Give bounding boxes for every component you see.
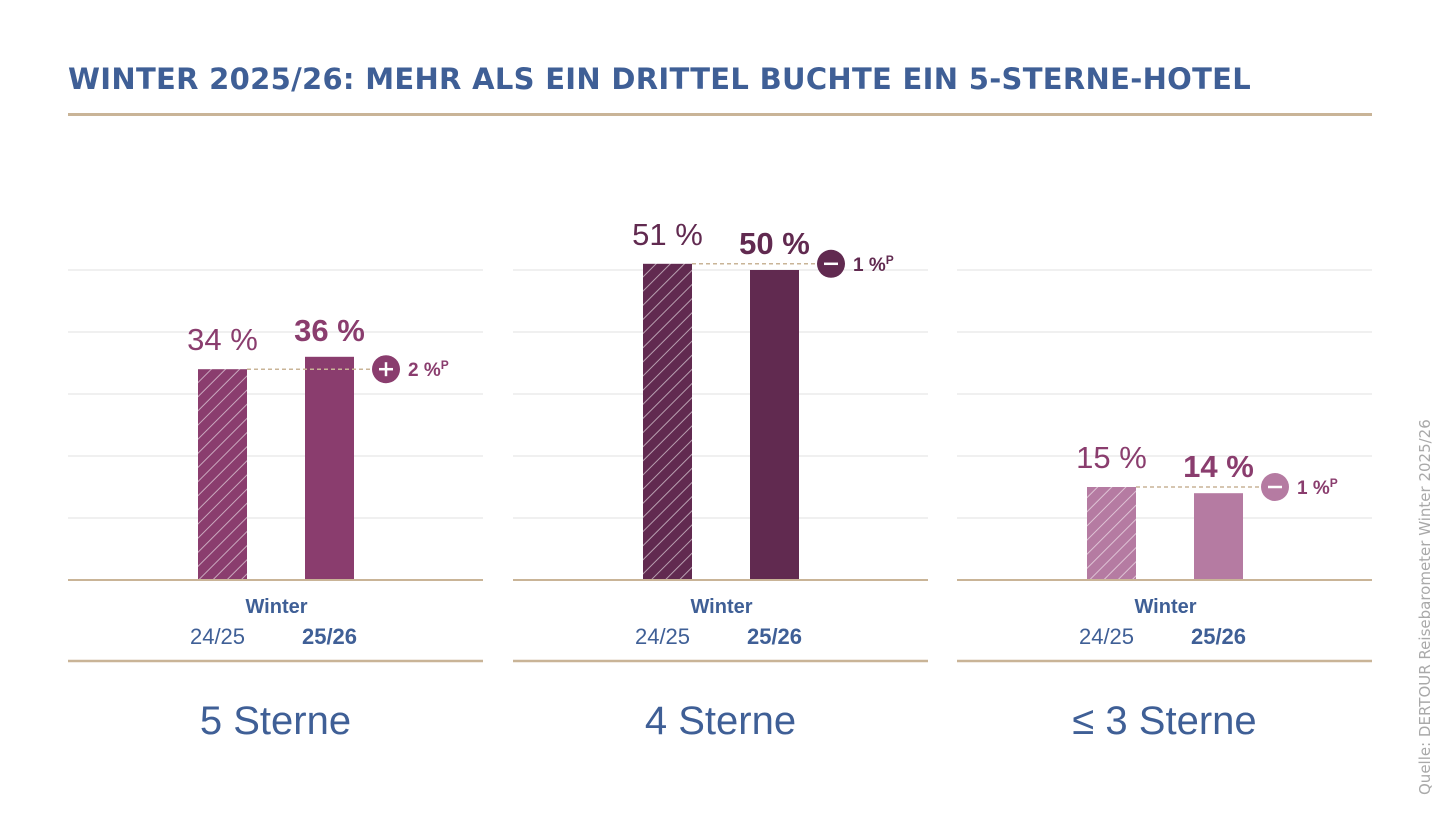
- bar-24-25: [198, 369, 247, 580]
- category-label: 4 Sterne: [645, 699, 796, 743]
- source-note: Quelle: DERTOUR Reisebarometer Winter 20…: [1416, 419, 1434, 795]
- bar-25-26: [1194, 493, 1243, 580]
- tick-label: 25/26: [302, 624, 357, 649]
- change-label: 1 %P: [853, 253, 894, 276]
- change-label: 1 %P: [1297, 476, 1338, 499]
- data-label: 51 %: [632, 217, 703, 252]
- bar-25-26: [750, 270, 799, 580]
- change-label: 2 %P: [408, 358, 449, 381]
- group-label: Winter: [245, 596, 307, 618]
- group-label: Winter: [1134, 596, 1196, 618]
- tick-label: 24/25: [190, 624, 245, 649]
- data-label: 50 %: [739, 226, 810, 261]
- tick-label: 25/26: [747, 624, 802, 649]
- data-label: 34 %: [187, 322, 258, 357]
- group-label: Winter: [690, 596, 752, 618]
- data-label: 36 %: [294, 313, 365, 348]
- tick-label: 25/26: [1191, 624, 1246, 649]
- bar-24-25: [643, 263, 692, 580]
- category-label: ≤ 3 Sterne: [1072, 699, 1256, 743]
- category-label: 5 Sterne: [200, 699, 351, 743]
- title-rule: [68, 113, 1372, 116]
- chart-title: WINTER 2025/26: MEHR ALS EIN DRITTEL BUC…: [68, 62, 1252, 96]
- bar-24-25: [1087, 487, 1136, 580]
- bar-25-26: [305, 356, 354, 580]
- tick-label: 24/25: [635, 624, 690, 649]
- data-label: 15 %: [1076, 440, 1147, 475]
- tick-label: 24/25: [1079, 624, 1134, 649]
- data-label: 14 %: [1183, 449, 1254, 484]
